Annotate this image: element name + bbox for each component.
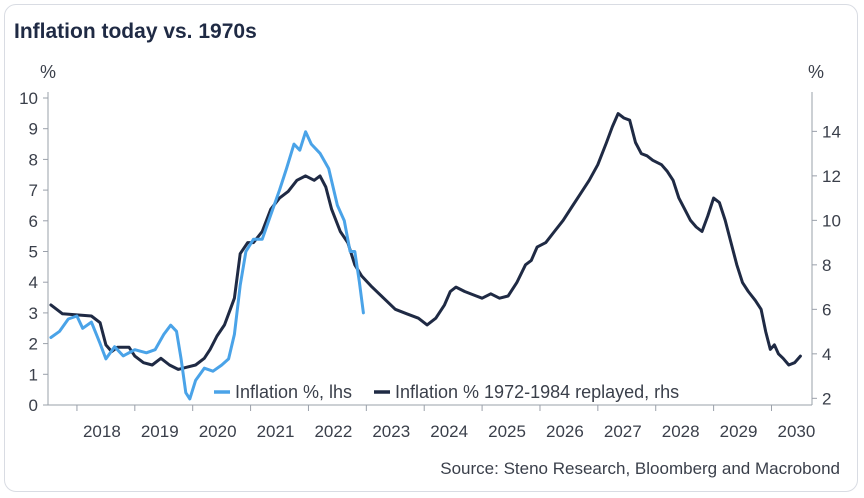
legend-background — [212, 380, 717, 402]
x-tick-label: 2022 — [314, 422, 352, 441]
right-tick-label: 8 — [822, 256, 831, 275]
right-tick-label: 10 — [822, 211, 841, 230]
chart-title: Inflation today vs. 1970s — [14, 20, 257, 43]
right-tick-label: 2 — [822, 389, 831, 408]
legend-label-replayed-rhs: Inflation % 1972-1984 replayed, rhs — [395, 382, 679, 402]
chart-card — [4, 4, 858, 492]
left-tick-label: 3 — [29, 304, 38, 323]
right-tick-label: 4 — [822, 345, 831, 364]
left-tick-label: 1 — [29, 365, 38, 384]
x-tick-label: 2025 — [488, 422, 526, 441]
right-axis-unit: % — [808, 62, 824, 82]
series-line-replayed-rhs — [49, 112, 802, 371]
right-tick-label: 12 — [822, 167, 841, 186]
x-tick-label: 2020 — [199, 422, 237, 441]
right-tick-label: 14 — [822, 122, 841, 141]
x-tick-label: 2027 — [604, 422, 642, 441]
left-tick-label: 6 — [29, 212, 38, 231]
left-tick-label: 5 — [29, 243, 38, 262]
plot-group — [49, 112, 802, 401]
left-tick-label: 10 — [19, 89, 38, 108]
left-tick-label: 0 — [29, 396, 38, 415]
x-tick-label: 2029 — [720, 422, 758, 441]
x-tick-label: 2028 — [662, 422, 700, 441]
legend-label-inflation-lhs: Inflation %, lhs — [235, 382, 352, 402]
left-axis-unit: % — [40, 62, 56, 82]
left-tick-label: 2 — [29, 335, 38, 354]
x-tick-label: 2030 — [778, 422, 816, 441]
right-tick-label: 6 — [822, 300, 831, 319]
x-tick-label: 2023 — [372, 422, 410, 441]
series-line-inflation-lhs — [49, 130, 365, 401]
left-tick-label: 9 — [29, 120, 38, 139]
source-note: Source: Steno Research, Bloomberg and Ma… — [440, 459, 840, 478]
legend-group: Inflation %, lhs Inflation % 1972-1984 re… — [212, 380, 717, 402]
left-tick-label: 7 — [29, 181, 38, 200]
x-tick-label: 2024 — [430, 422, 468, 441]
x-tick-label: 2021 — [257, 422, 295, 441]
left-tick-label: 4 — [29, 273, 38, 292]
x-tick-label: 2018 — [83, 422, 121, 441]
left-tick-label: 8 — [29, 150, 38, 169]
x-tick-label: 2019 — [141, 422, 179, 441]
x-tick-label: 2026 — [546, 422, 584, 441]
